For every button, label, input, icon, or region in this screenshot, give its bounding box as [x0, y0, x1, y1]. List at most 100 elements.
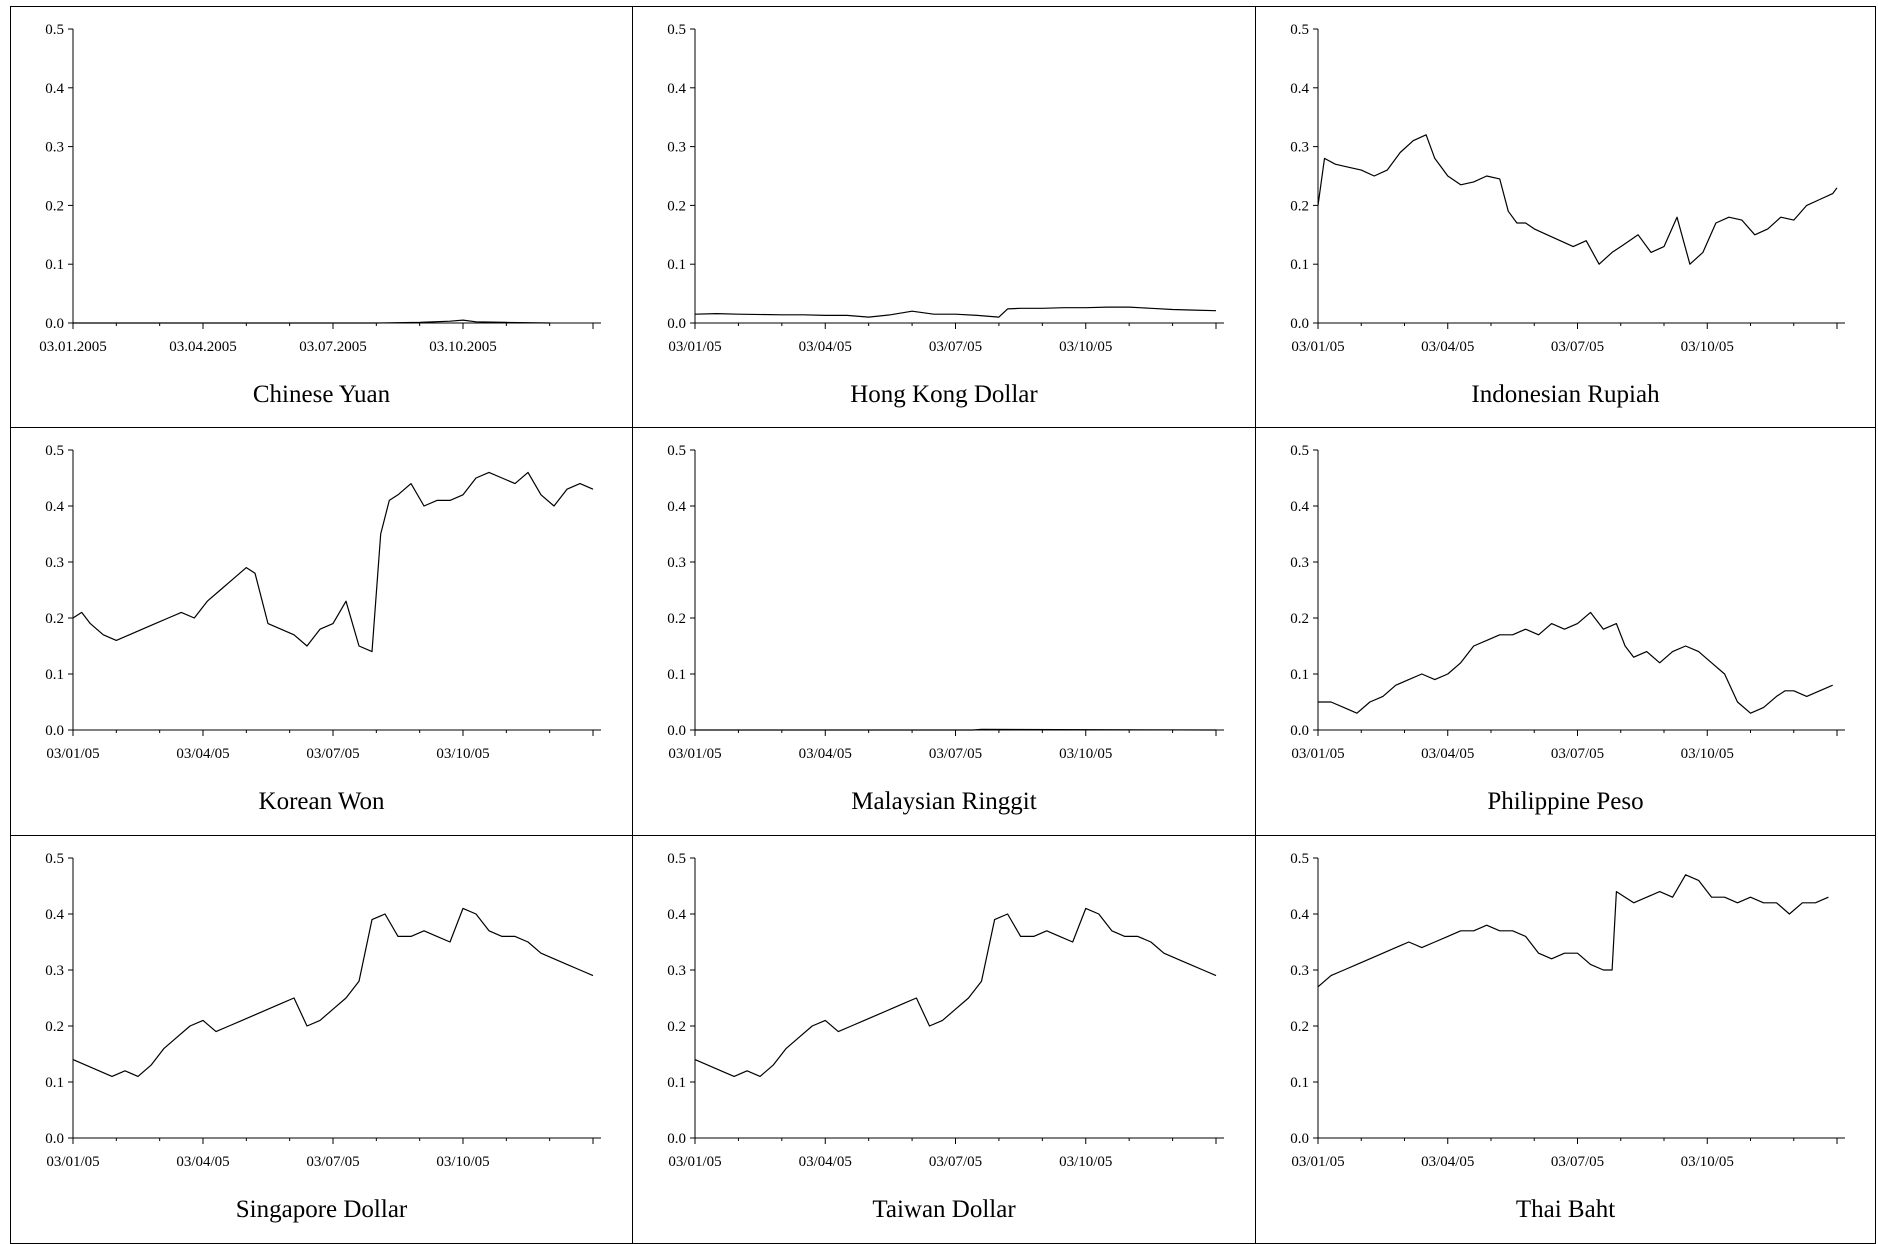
panel-title-hong-kong-dollar: Hong Kong Dollar: [850, 381, 1038, 408]
x-tick-label: 03/10/05: [1681, 746, 1734, 762]
y-tick-label: 0.5: [45, 851, 64, 867]
series-line-chinese-yuan: [73, 319, 550, 324]
x-tick-label: 03.04.2005: [169, 339, 237, 355]
y-tick-label: 0.0: [1290, 1131, 1309, 1147]
y-tick-label: 0.1: [1290, 1075, 1309, 1091]
y-tick-label: 0.4: [45, 499, 64, 515]
y-tick-label: 0.1: [1290, 667, 1309, 683]
chart-panel-thai-baht: 0.0 0.1 0.2 0.3 0.4 0.5 03/01/05 03/04/05 03/07/…: [1255, 836, 1876, 1244]
y-tick-label: 0.5: [1290, 22, 1309, 38]
line-chart-korean-won: 0.0 0.1 0.2 0.3 0.4 0.5 03/01/05 03/04/05 03/07/…: [45, 443, 601, 762]
series-line-philippine-peso: [1318, 611, 1833, 714]
y-tick-label: 0.0: [1290, 723, 1309, 739]
y-tick-label: 0.3: [1290, 555, 1309, 571]
chart-panel-hong-kong-dollar: 0.0 0.1 0.2 0.3 0.4 0.5 03/01/05 03/04/05 03/07/…: [632, 6, 1255, 428]
x-tick-label: 03.07.2005: [299, 339, 367, 355]
series-line-indonesian-rupiah: [1317, 134, 1838, 265]
chart-panel-chinese-yuan: 0.0 0.1 0.2 0.3 0.4 0.5 03.01.2005 03.04.2005 03…: [10, 6, 632, 428]
x-tick-label: 03/10/05: [1681, 339, 1734, 355]
y-tick-label: 0.2: [45, 198, 64, 214]
y-tick-label: 0.1: [45, 667, 64, 683]
y-tick-label: 0.5: [45, 22, 64, 38]
y-tick-label: 0.1: [667, 257, 686, 273]
series-line-malaysian-ringgit: [695, 728, 1217, 731]
x-tick-label: 03/10/05: [1059, 746, 1112, 762]
y-tick-label: 0.2: [1290, 198, 1309, 214]
chart-panel-indonesian-rupiah: 0.0 0.1 0.2 0.3 0.4 0.5 03/01/05 03/04/05 03/07/…: [1255, 6, 1876, 428]
x-tick-label: 03/10/05: [1681, 1154, 1734, 1170]
line-chart-chinese-yuan: 0.0 0.1 0.2 0.3 0.4 0.5 03.01.2005 03.04.2005 03…: [39, 22, 601, 355]
x-tick-label: 03/01/05: [1291, 1154, 1344, 1170]
y-tick-label: 0.0: [1290, 316, 1309, 332]
panel-title-singapore-dollar: Singapore Dollar: [235, 1196, 408, 1223]
panel-title-philippine-peso: Philippine Peso: [1487, 788, 1644, 815]
y-tick-label: 0.1: [45, 257, 64, 273]
y-tick-label: 0.0: [667, 723, 686, 739]
x-tick-label: 03/01/05: [668, 746, 721, 762]
x-tick-label: 03/01/05: [46, 1154, 99, 1170]
panel-title-malaysian-ringgit: Malaysian Ringgit: [851, 788, 1037, 815]
y-tick-label: 0.0: [45, 316, 64, 332]
y-tick-label: 0.0: [45, 723, 64, 739]
y-tick-label: 0.2: [667, 611, 686, 627]
y-tick-label: 0.5: [45, 443, 64, 459]
y-tick-label: 0.1: [45, 1075, 64, 1091]
x-tick-label: 03/01/05: [668, 339, 721, 355]
x-tick-label: 03/04/05: [176, 1154, 229, 1170]
y-tick-label: 0.4: [1290, 81, 1309, 97]
y-tick-label: 0.2: [1290, 1019, 1309, 1035]
line-chart-philippine-peso: 0.0 0.1 0.2 0.3 0.4 0.5 03/01/05 03/04/05 03/07/…: [1290, 443, 1845, 762]
x-tick-label: 03/04/05: [1421, 1154, 1474, 1170]
line-chart-singapore-dollar: 0.0 0.1 0.2 0.3 0.4 0.5 03/01/05 03/04/05 03/07/…: [45, 851, 601, 1170]
panel-title-chinese-yuan: Chinese Yuan: [252, 381, 391, 408]
x-tick-label: 03/07/05: [929, 339, 982, 355]
x-tick-label: 03/07/05: [929, 746, 982, 762]
y-tick-label: 0.5: [667, 22, 686, 38]
x-tick-label: 03/01/05: [1291, 746, 1344, 762]
series-line-singapore-dollar: [72, 907, 594, 1077]
x-tick-label: 03/04/05: [799, 339, 852, 355]
chart-panel-korean-won: 0.0 0.1 0.2 0.3 0.4 0.5 03/01/05 03/04/05 03/07/…: [10, 428, 632, 836]
panel-title-indonesian-rupiah: Indonesian Rupiah: [1471, 381, 1660, 408]
x-tick-label: 03.10.2005: [429, 339, 497, 355]
x-tick-label: 03/04/05: [799, 746, 852, 762]
chart-panel-taiwan-dollar: 0.0 0.1 0.2 0.3 0.4 0.5 03/01/05 03/04/05 03/07/…: [632, 836, 1255, 1244]
y-tick-label: 0.0: [667, 316, 686, 332]
y-tick-label: 0.3: [1290, 963, 1309, 979]
y-tick-label: 0.4: [45, 81, 64, 97]
x-tick-label: 03/04/05: [799, 1154, 852, 1170]
x-tick-label: 03/07/05: [1551, 339, 1604, 355]
y-tick-label: 0.5: [667, 443, 686, 459]
x-tick-label: 03/01/05: [46, 746, 99, 762]
x-tick-label: 03/04/05: [176, 746, 229, 762]
panel-title-taiwan-dollar: Taiwan Dollar: [872, 1196, 1016, 1223]
x-tick-label: 03.01.2005: [39, 339, 107, 355]
x-tick-label: 03/01/05: [668, 1154, 721, 1170]
series-line-korean-won: [72, 471, 594, 653]
y-tick-label: 0.3: [667, 555, 686, 571]
y-tick-label: 0.4: [667, 499, 686, 515]
y-tick-label: 0.2: [1290, 611, 1309, 627]
chart-grid: 0.0 0.1 0.2 0.3 0.4 0.5 03.01.2005 03.04.2005 03…: [10, 6, 1876, 1244]
line-chart-indonesian-rupiah: 0.0 0.1 0.2 0.3 0.4 0.5 03/01/05 03/04/05 03/07/…: [1290, 22, 1845, 355]
y-tick-label: 0.5: [667, 851, 686, 867]
y-tick-label: 0.3: [1290, 140, 1309, 156]
x-tick-label: 03/07/05: [306, 1154, 359, 1170]
y-tick-label: 0.5: [1290, 443, 1309, 459]
y-tick-label: 0.2: [45, 611, 64, 627]
y-tick-label: 0.4: [1290, 499, 1309, 515]
chart-panel-philippine-peso: 0.0 0.1 0.2 0.3 0.4 0.5 03/01/05 03/04/05 03/07/…: [1255, 428, 1876, 836]
line-chart-taiwan-dollar: 0.0 0.1 0.2 0.3 0.4 0.5 03/01/05 03/04/05 03/07/…: [667, 851, 1224, 1170]
y-tick-label: 0.4: [667, 81, 686, 97]
y-tick-label: 0.1: [1290, 257, 1309, 273]
y-tick-label: 0.0: [667, 1131, 686, 1147]
y-tick-label: 0.2: [667, 198, 686, 214]
series-line-taiwan-dollar: [694, 907, 1217, 1077]
chart-panel-singapore-dollar: 0.0 0.1 0.2 0.3 0.4 0.5 03/01/05 03/04/05 03/07/…: [10, 836, 632, 1244]
y-tick-label: 0.2: [45, 1019, 64, 1035]
x-tick-label: 03/07/05: [1551, 746, 1604, 762]
x-tick-label: 03/10/05: [1059, 339, 1112, 355]
chart-panel-malaysian-ringgit: 0.0 0.1 0.2 0.3 0.4 0.5 03/01/05 03/04/05 03/07/…: [632, 428, 1255, 836]
line-chart-thai-baht: 0.0 0.1 0.2 0.3 0.4 0.5 03/01/05 03/04/05 03/07/…: [1290, 851, 1845, 1170]
y-tick-label: 0.2: [667, 1019, 686, 1035]
